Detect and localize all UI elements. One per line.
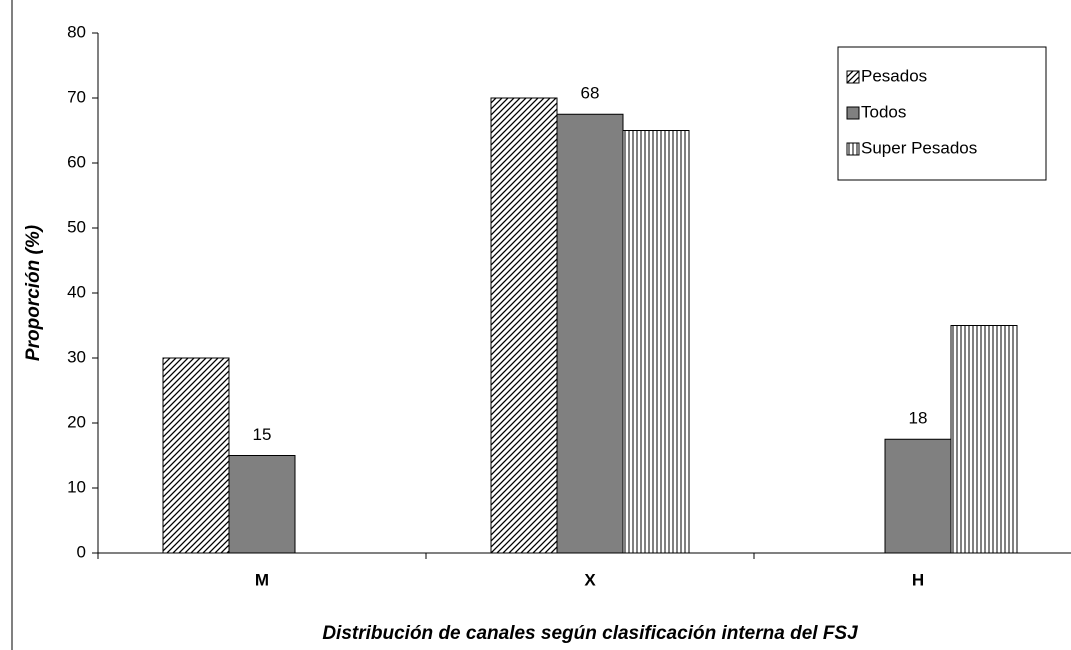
y-tick-label: 20: [67, 412, 86, 431]
bar: [162, 357, 230, 554]
y-tick-label: 80: [67, 22, 86, 41]
legend-label: Super Pesados: [861, 138, 977, 157]
x-axis-label: Distribución de canales según clasificac…: [322, 623, 858, 644]
legend-box: [837, 46, 1047, 181]
y-tick-label: 0: [77, 542, 86, 561]
y-tick-label: 60: [67, 152, 86, 171]
bar: [622, 130, 690, 554]
legend-swatch: [846, 106, 860, 120]
bar: [228, 455, 296, 554]
y-axis-label: Proporción (%): [23, 225, 44, 361]
legend-label: Todos: [861, 102, 906, 121]
value-label: 68: [581, 84, 600, 103]
legend-label: Pesados: [861, 66, 927, 85]
value-label: 18: [909, 409, 928, 428]
y-tick-label: 70: [67, 87, 86, 106]
bar: [556, 113, 624, 554]
value-label: 15: [253, 425, 272, 444]
y-tick-label: 40: [67, 282, 86, 301]
y-tick-label: 10: [67, 477, 86, 496]
bar: [490, 97, 558, 554]
x-tick-label: X: [584, 570, 596, 589]
x-tick-label: H: [912, 570, 924, 589]
y-tick-label: 50: [67, 217, 86, 236]
x-tick-label: M: [255, 570, 269, 589]
y-tick-label: 30: [67, 347, 86, 366]
bar: [884, 438, 952, 554]
bar: [950, 325, 1018, 554]
legend-swatch: [846, 70, 860, 84]
legend-swatch: [846, 142, 860, 156]
